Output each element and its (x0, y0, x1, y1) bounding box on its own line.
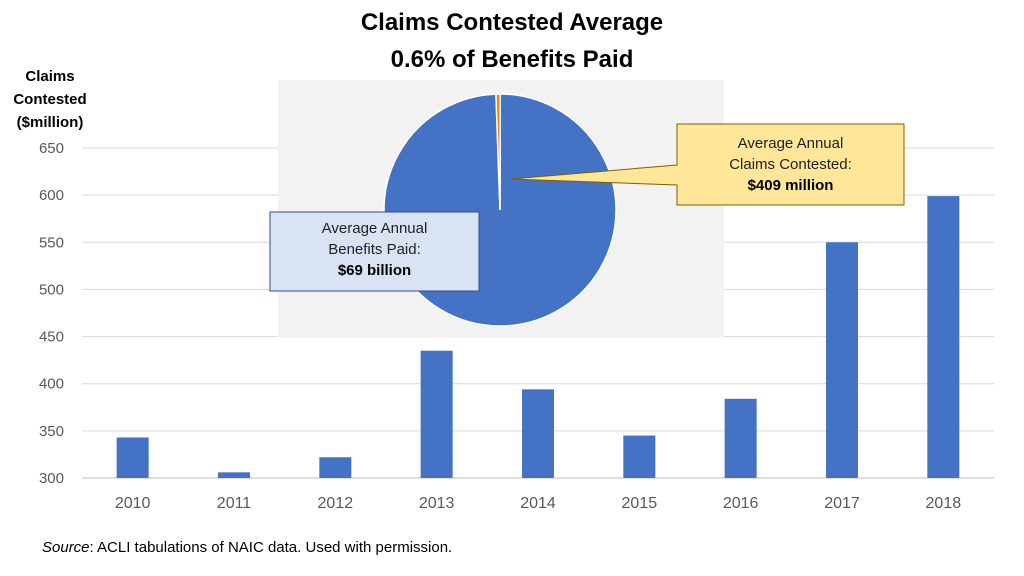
contested-callout-value: $409 million (747, 177, 834, 194)
bar-2013 (420, 350, 453, 478)
y-tick-label: 650 (39, 140, 64, 157)
benefits-callout-line-1: Average Annual (321, 220, 428, 237)
source-text: : ACLI tabulations of NAIC data. Used wi… (89, 539, 453, 556)
x-tick-label: 2011 (217, 495, 252, 512)
x-tick-label: 2018 (926, 495, 962, 512)
bar-2015 (623, 435, 656, 478)
x-tick-label: 2017 (824, 495, 860, 512)
y-tick-label: 450 (39, 329, 64, 346)
y-tick-label: 550 (39, 234, 64, 251)
x-tick-label: 2014 (520, 495, 556, 512)
chart-title: Claims Contested Average (360, 9, 664, 36)
benefits-callout-box (269, 211, 480, 292)
y-tick-label: 500 (39, 281, 64, 298)
x-tick-label: 2016 (723, 495, 759, 512)
chart-subtitle: 0.6% of Benefits Paid (390, 46, 634, 73)
y-tick-label: 300 (39, 470, 64, 487)
y-axis-label-line-2: Contested (13, 91, 87, 108)
y-tick-label: 600 (39, 187, 64, 204)
x-tick-label: 2013 (419, 495, 455, 512)
benefits-callout-label: Average Annual Benefits Paid: $69 billio… (270, 218, 479, 281)
bar-2016 (724, 398, 757, 478)
y-tick-label: 400 (39, 376, 64, 393)
benefits-callout-line-2: Benefits Paid: (328, 241, 421, 258)
pie-slice-claims-contested (495, 93, 501, 211)
source-note: Source: ACLI tabulations of NAIC data. U… (42, 539, 452, 556)
contested-callout-line-1: Average Annual (737, 135, 844, 152)
x-tick-label: 2015 (622, 495, 658, 512)
y-tick-label: 350 (39, 423, 64, 440)
bar-2014 (522, 389, 554, 478)
x-tick-label: 2010 (115, 495, 151, 512)
x-tick-label: 2012 (318, 495, 354, 512)
contested-callout-line-2: Claims Contested: (729, 156, 852, 173)
contested-callout-box (510, 123, 905, 206)
bar-2018 (927, 196, 960, 479)
y-axis-label-line-3: ($million) (16, 114, 84, 131)
bar-2010 (116, 437, 149, 478)
bar-2011 (218, 472, 250, 478)
bar-2017 (826, 242, 858, 478)
y-axis-label-line-1: Claims (25, 68, 75, 85)
contested-callout-label: Average Annual Claims Contested: $409 mi… (677, 133, 904, 196)
benefits-callout-value: $69 billion (337, 262, 412, 279)
source-label: Source (42, 539, 90, 556)
bar-2012 (319, 457, 352, 478)
